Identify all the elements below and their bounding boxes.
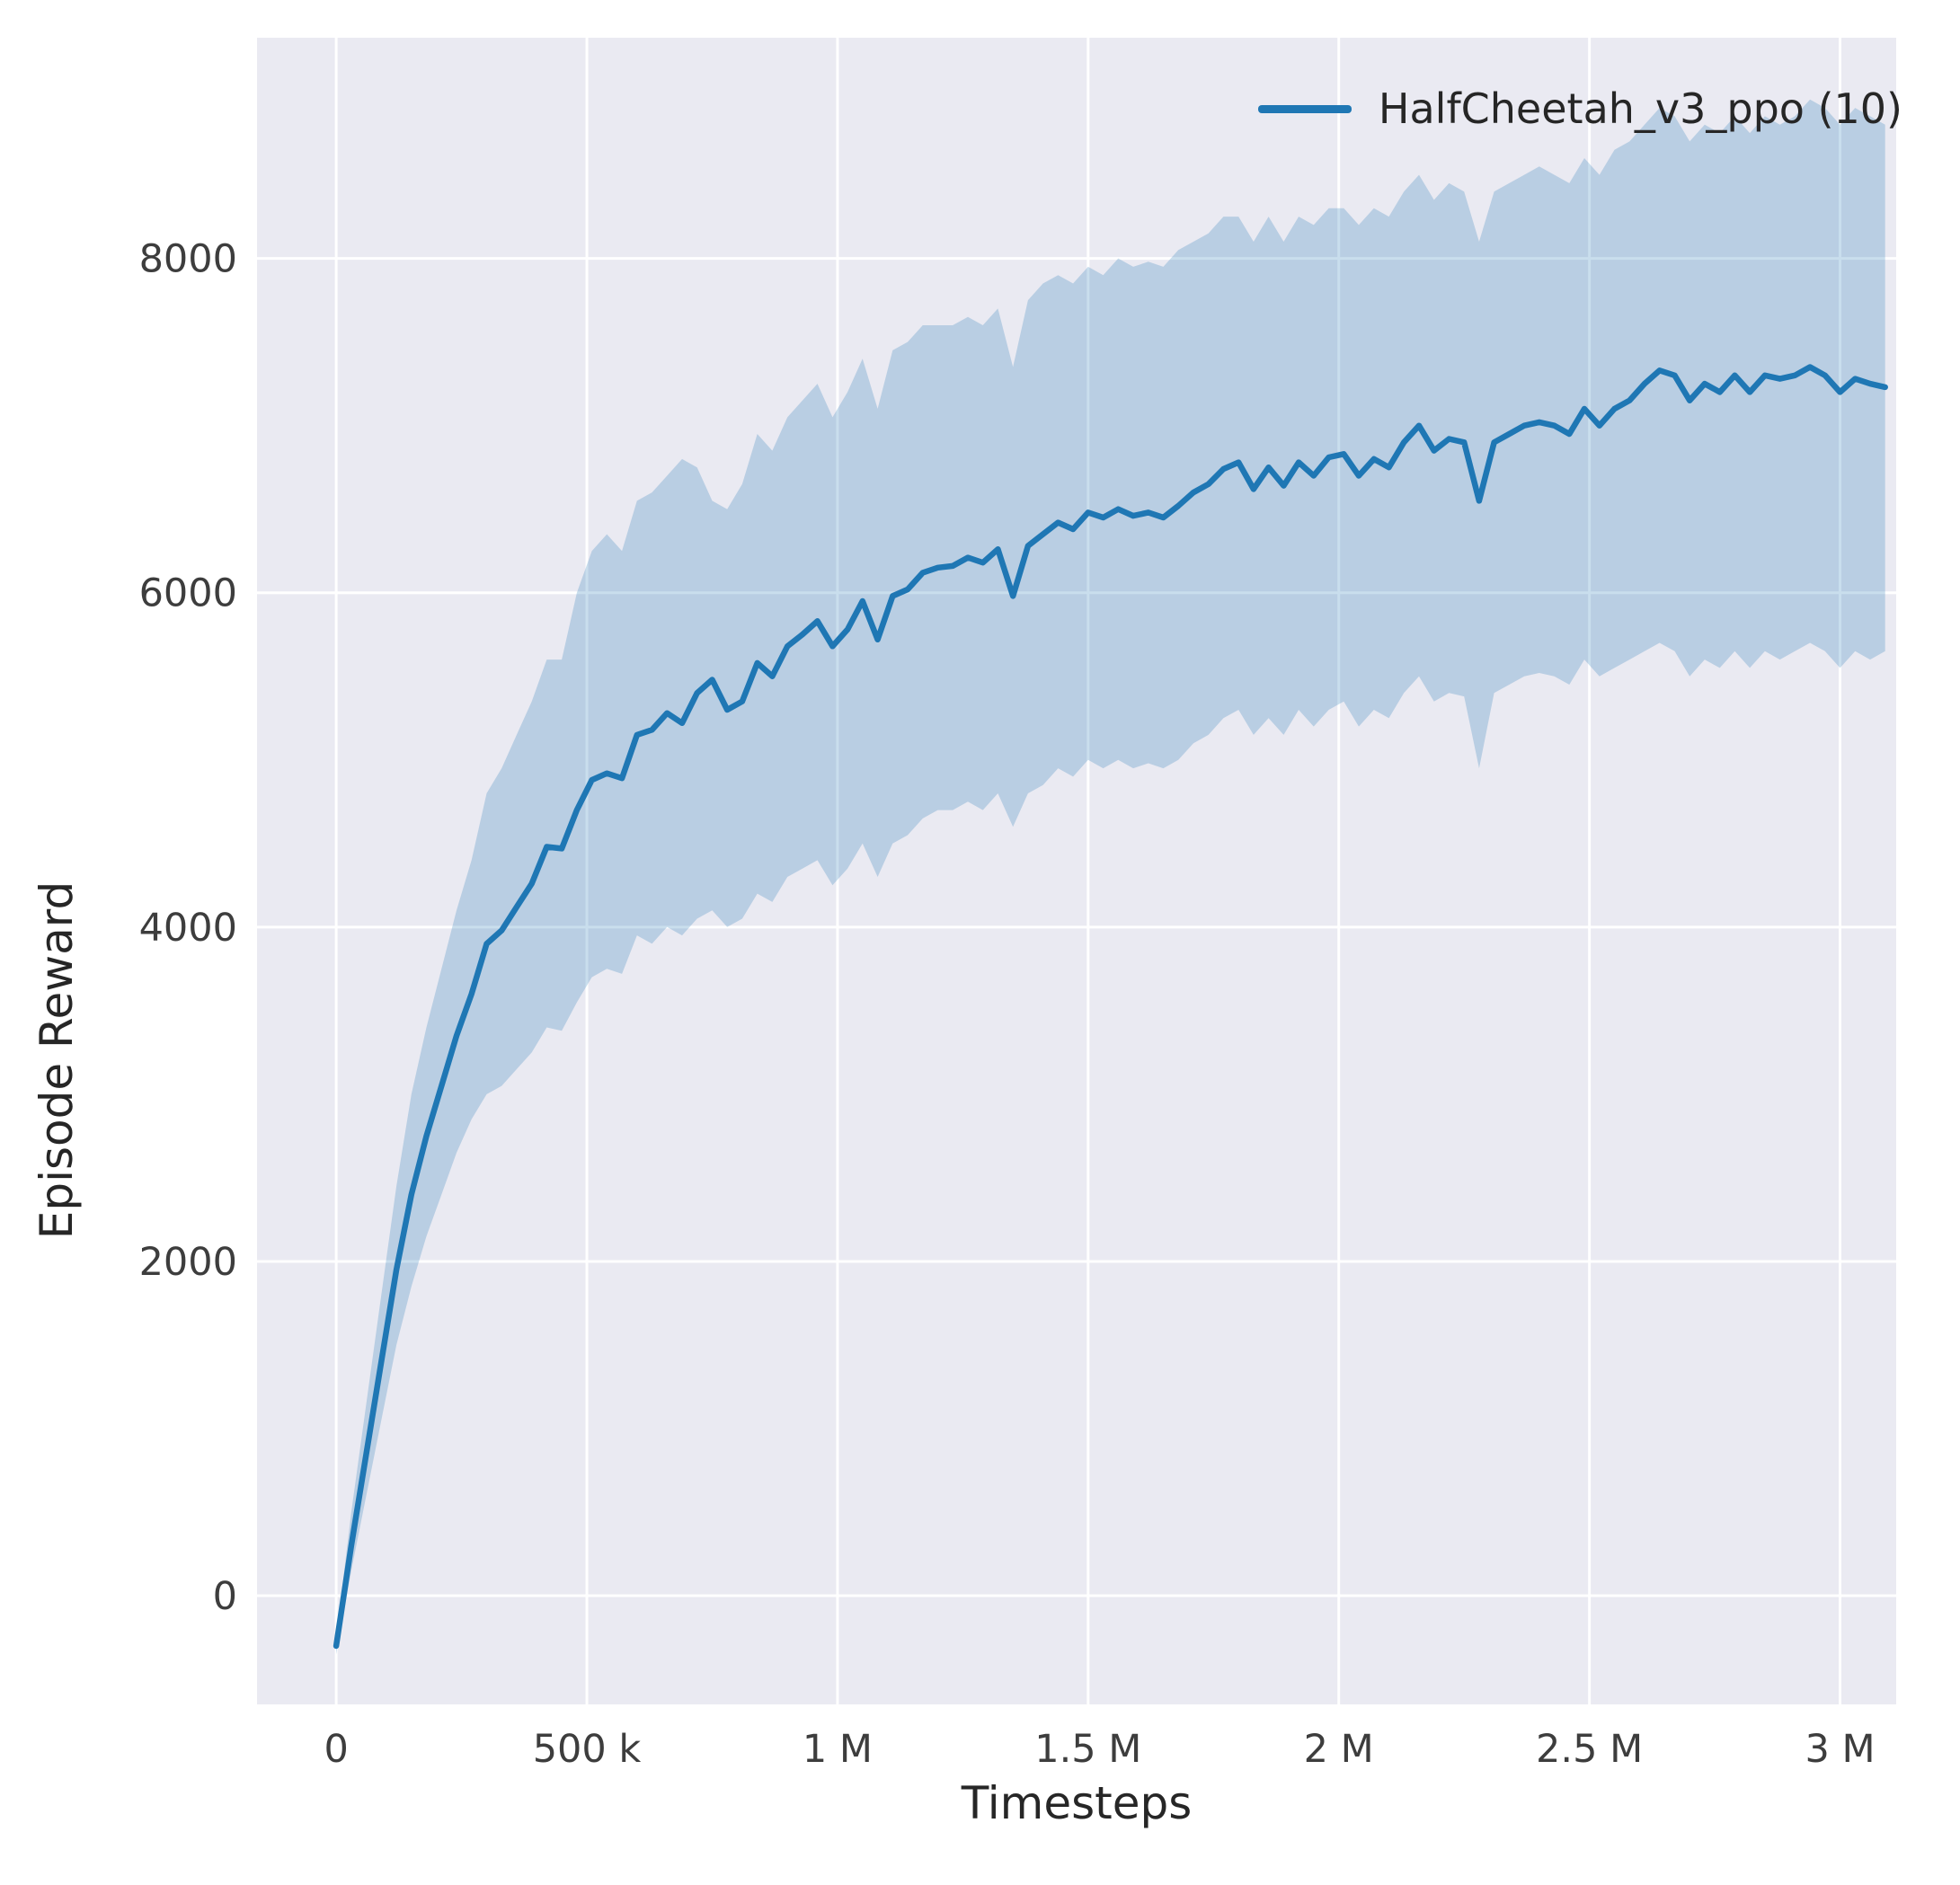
- y-tick-label: 8000: [139, 237, 237, 282]
- x-tick-label: 1 M: [803, 1727, 873, 1772]
- y-tick-label: 0: [213, 1574, 237, 1619]
- series-line: [333, 364, 1888, 1650]
- x-axis-label: Timesteps: [961, 1777, 1193, 1829]
- y-tick-label: 2000: [139, 1240, 237, 1285]
- x-tick-label: 1.5 M: [1034, 1727, 1141, 1772]
- confidence-band: [336, 99, 1885, 1655]
- x-tick-label: 2 M: [1304, 1727, 1374, 1772]
- x-tick-label: 3 M: [1805, 1727, 1875, 1772]
- plot-area: [257, 38, 1896, 1704]
- x-tick-label: 500 k: [533, 1727, 642, 1772]
- x-tick-label: 0: [324, 1727, 348, 1772]
- legend-line-swatch: [1257, 104, 1352, 113]
- x-tick-label: 2.5 M: [1536, 1727, 1643, 1772]
- y-tick-label: 6000: [139, 571, 237, 616]
- y-tick-label: 4000: [139, 906, 237, 951]
- legend: HalfCheetah_v3_ppo (10): [1257, 84, 1902, 133]
- legend-label: HalfCheetah_v3_ppo (10): [1378, 84, 1902, 133]
- y-axis-label: Episode Reward: [31, 881, 83, 1240]
